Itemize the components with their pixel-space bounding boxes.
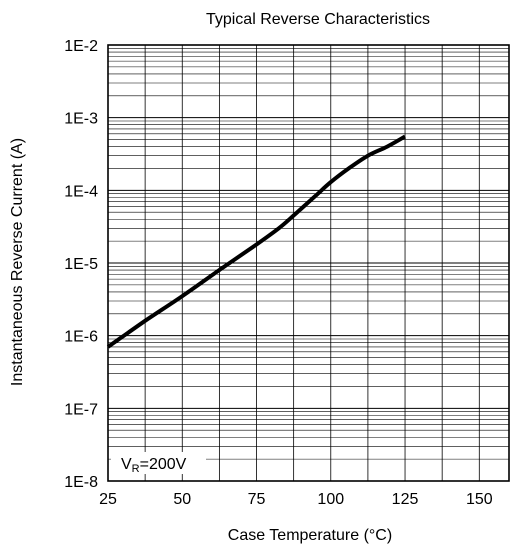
y-axis-label: Instantaneous Reverse Current (A) bbox=[9, 138, 26, 386]
grid bbox=[108, 45, 509, 482]
y-tick-label: 1E-6 bbox=[64, 329, 98, 346]
y-tick-label: 1E-8 bbox=[64, 474, 98, 491]
annotation-box: VR=200V bbox=[111, 452, 206, 475]
series-line bbox=[106, 134, 407, 349]
y-tick-label: 1E-7 bbox=[64, 401, 98, 418]
y-tick-labels: 1E-8 1E-7 1E-6 1E-5 1E-4 1E-3 1E-2 bbox=[64, 38, 98, 491]
x-tick-label: 50 bbox=[173, 491, 191, 508]
chart-title: Typical Reverse Characteristics bbox=[206, 11, 430, 28]
x-tick-label: 75 bbox=[248, 491, 266, 508]
x-tick-labels: 25 50 75 100 125 150 bbox=[99, 491, 493, 508]
y-tick-label: 1E-3 bbox=[64, 111, 98, 128]
annotation-text: VR=200V bbox=[121, 456, 187, 475]
y-tick-label: 1E-5 bbox=[64, 256, 98, 273]
annotation-prefix: V bbox=[121, 456, 132, 473]
annotation-subscript: R bbox=[132, 463, 140, 475]
annotation-suffix: =200V bbox=[140, 456, 187, 473]
series-layer bbox=[106, 134, 407, 349]
x-axis-label: Case Temperature (°C) bbox=[228, 527, 392, 544]
x-tick-label: 25 bbox=[99, 491, 117, 508]
y-tick-label: 1E-2 bbox=[64, 38, 98, 55]
plot-frame bbox=[107, 44, 510, 482]
x-tick-label: 150 bbox=[466, 491, 493, 508]
x-tick-label: 125 bbox=[392, 491, 419, 508]
y-tick-label: 1E-4 bbox=[64, 183, 98, 200]
x-tick-label: 100 bbox=[317, 491, 344, 508]
